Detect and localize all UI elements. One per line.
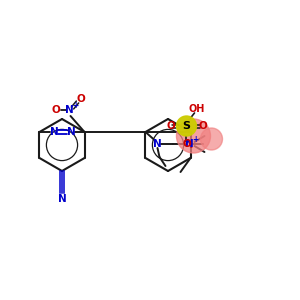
Text: O: O — [198, 121, 207, 131]
Text: N: N — [153, 139, 162, 149]
Text: N: N — [65, 105, 74, 115]
Text: OH: OH — [188, 104, 205, 114]
Text: O: O — [51, 105, 60, 115]
Text: O: O — [182, 139, 191, 149]
Text: +: + — [72, 100, 79, 109]
Text: N: N — [50, 127, 59, 137]
Text: S: S — [182, 121, 190, 131]
Text: N: N — [185, 139, 194, 149]
Text: O: O — [76, 94, 85, 104]
Text: -: - — [190, 143, 193, 152]
Text: N: N — [67, 127, 76, 137]
Text: O: O — [166, 121, 175, 131]
Circle shape — [176, 116, 196, 136]
Circle shape — [200, 128, 223, 150]
Circle shape — [176, 119, 211, 153]
Text: +: + — [192, 134, 199, 143]
Text: N: N — [58, 194, 66, 204]
